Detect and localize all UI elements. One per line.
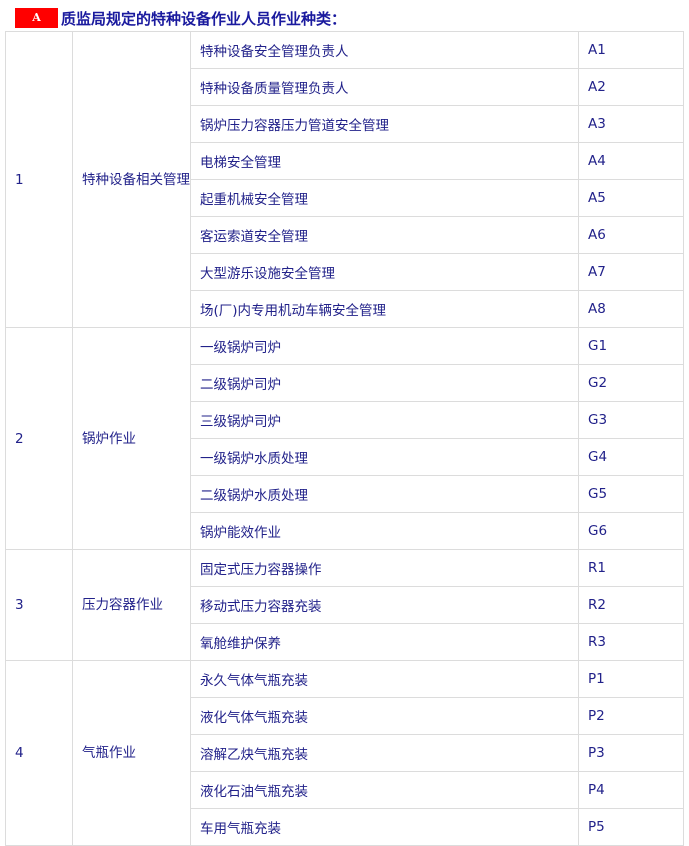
item-name: 液化石油气瓶充装 — [190, 771, 579, 809]
item-code: R3 — [578, 623, 684, 661]
item-name: 一级锅炉水质处理 — [190, 438, 579, 476]
item-code: G1 — [578, 327, 684, 365]
item-code: A4 — [578, 142, 684, 180]
table-row: 起重机械安全管理 A5 — [6, 179, 684, 217]
operator-categories-table: 1 特种设备相关管理 特种设备安全管理负责人 A1 特种设备质量管理负责人 A2 锅炉压力容… — [5, 31, 684, 846]
item-name: 固定式压力容器操作 — [190, 549, 579, 587]
item-code: A8 — [578, 290, 684, 328]
group-category: 锅炉作业 — [72, 327, 191, 550]
item-code: A7 — [578, 253, 684, 291]
item-name: 场(厂)内专用机动车辆安全管理 — [190, 290, 579, 328]
table-row: 溶解乙炔气瓶充装 P3 — [6, 734, 684, 772]
item-code: P3 — [578, 734, 684, 772]
item-code: P5 — [578, 808, 684, 846]
item-name: 三级锅炉司炉 — [190, 401, 579, 439]
item-name: 液化气体气瓶充装 — [190, 697, 579, 735]
item-code: R1 — [578, 549, 684, 587]
item-code: P1 — [578, 660, 684, 698]
group-number: 4 — [5, 660, 73, 846]
item-name: 电梯安全管理 — [190, 142, 579, 180]
item-code: G3 — [578, 401, 684, 439]
table-row: 大型游乐设施安全管理 A7 — [6, 253, 684, 291]
group-category: 特种设备相关管理 — [72, 31, 191, 328]
table-row: 二级锅炉水质处理 G5 — [6, 475, 684, 513]
item-name: 移动式压力容器充装 — [190, 586, 579, 624]
item-name: 锅炉压力容器压力管道安全管理 — [190, 105, 579, 143]
table-row: 2 锅炉作业 一级锅炉司炉 G1 — [5, 327, 684, 550]
item-code: A3 — [578, 105, 684, 143]
item-code: A1 — [578, 31, 684, 69]
item-name: 二级锅炉水质处理 — [190, 475, 579, 513]
section-title: 质监局规定的特种设备作业人员作业种类： — [61, 9, 347, 28]
item-name: 一级锅炉司炉 — [190, 327, 579, 365]
table-row: 客运索道安全管理 A6 — [6, 216, 684, 254]
table-row: 场(厂)内专用机动车辆安全管理 A8 — [6, 290, 684, 328]
table-row: 移动式压力容器充装 R2 — [6, 586, 684, 624]
item-name: 特种设备安全管理负责人 — [190, 31, 579, 69]
table-row: 锅炉压力容器压力管道安全管理 A3 — [6, 105, 684, 143]
item-code: G5 — [578, 475, 684, 513]
group-number: 1 — [5, 31, 73, 328]
item-name: 特种设备质量管理负责人 — [190, 68, 579, 106]
item-code: P2 — [578, 697, 684, 735]
section-badge: A — [15, 8, 58, 28]
item-code: A6 — [578, 216, 684, 254]
item-code: A5 — [578, 179, 684, 217]
table-row: 锅炉能效作业 G6 — [6, 512, 684, 550]
table-row: 三级锅炉司炉 G3 — [6, 401, 684, 439]
item-code: P4 — [578, 771, 684, 809]
table-row: 液化气体气瓶充装 P2 — [6, 697, 684, 735]
table-row: 3 压力容器作业 固定式压力容器操作 R1 — [5, 549, 684, 661]
item-name: 溶解乙炔气瓶充装 — [190, 734, 579, 772]
item-name: 客运索道安全管理 — [190, 216, 579, 254]
section-heading: A 质监局规定的特种设备作业人员作业种类： — [15, 8, 346, 28]
table-row: 氧舱维护保养 R3 — [6, 623, 684, 661]
group-number: 3 — [5, 549, 73, 661]
table-row: 4 气瓶作业 永久气体气瓶充装 P1 — [5, 660, 684, 846]
table-row: 1 特种设备相关管理 特种设备安全管理负责人 A1 — [5, 31, 684, 328]
item-name: 二级锅炉司炉 — [190, 364, 579, 402]
item-code: G2 — [578, 364, 684, 402]
table-row: 液化石油气瓶充装 P4 — [6, 771, 684, 809]
group-category: 压力容器作业 — [72, 549, 191, 661]
item-code: G4 — [578, 438, 684, 476]
item-name: 永久气体气瓶充装 — [190, 660, 579, 698]
item-name: 氧舱维护保养 — [190, 623, 579, 661]
table-row: 电梯安全管理 A4 — [6, 142, 684, 180]
item-code: R2 — [578, 586, 684, 624]
item-code: A2 — [578, 68, 684, 106]
item-name: 车用气瓶充装 — [190, 808, 579, 846]
item-code: G6 — [578, 512, 684, 550]
item-name: 锅炉能效作业 — [190, 512, 579, 550]
item-name: 大型游乐设施安全管理 — [190, 253, 579, 291]
table-row: 二级锅炉司炉 G2 — [6, 364, 684, 402]
item-name: 起重机械安全管理 — [190, 179, 579, 217]
group-number: 2 — [5, 327, 73, 550]
table-row: 特种设备质量管理负责人 A2 — [6, 68, 684, 106]
group-category: 气瓶作业 — [72, 660, 191, 846]
